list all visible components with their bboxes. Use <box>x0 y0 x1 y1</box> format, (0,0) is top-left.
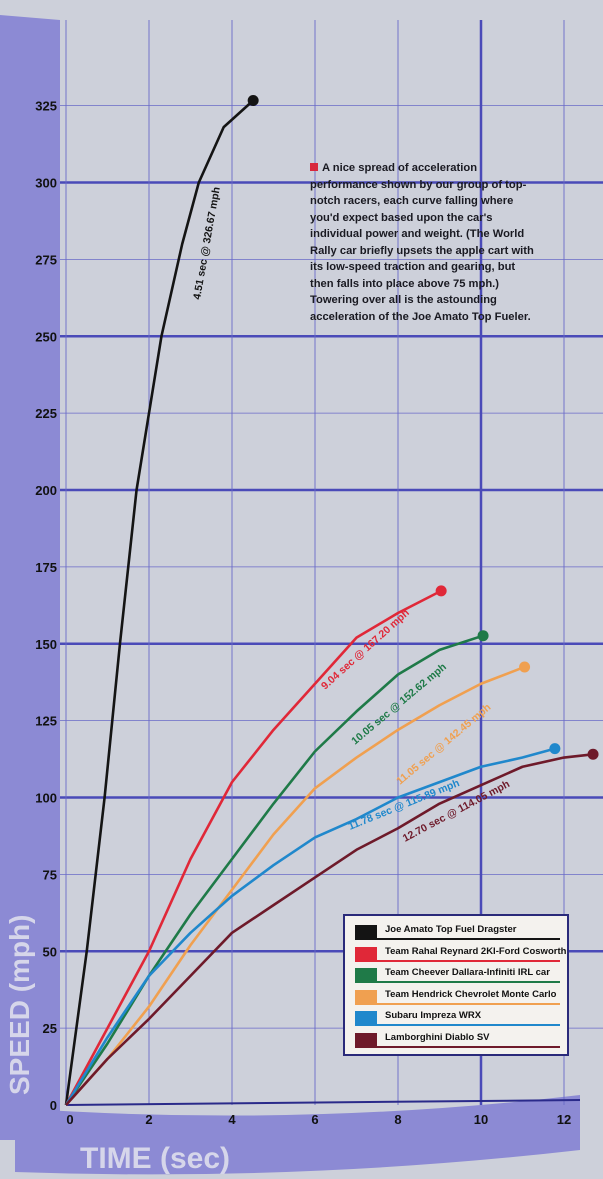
legend-underline <box>355 938 560 940</box>
y-tick-label: 25 <box>43 1021 57 1036</box>
legend-underline <box>355 959 560 962</box>
legend-item-5: Lamborghini Diablo SV <box>355 1030 560 1048</box>
x-tick-label: 10 <box>474 1112 488 1127</box>
legend-label: Subaru Impreza WRX <box>385 1010 482 1021</box>
y-tick-label: 200 <box>35 483 57 498</box>
x-axis-band <box>15 1095 580 1175</box>
x-tick-label: 12 <box>557 1112 571 1127</box>
y-tick-label: 0 <box>50 1098 57 1113</box>
red-square-bullet-icon <box>310 163 318 171</box>
series-line-1 <box>64 589 442 1106</box>
y-tick-label: 175 <box>35 560 57 575</box>
legend-swatch <box>355 1032 377 1047</box>
legend-label: Team Rahal Reynard 2KI-Ford Cosworth <box>385 945 567 957</box>
legend-swatch <box>355 925 377 939</box>
y-tick-label: 75 <box>43 867 57 882</box>
y-tick-label: 50 <box>43 944 57 959</box>
series-endpoint-3 <box>519 661 531 673</box>
legend-swatch <box>355 946 377 961</box>
series-endpoint-5 <box>587 748 599 760</box>
series-line-4 <box>64 747 556 1106</box>
annotation-note: A nice spread of acceleration performanc… <box>310 160 538 325</box>
legend-item-2: Team Cheever Dallara-Infiniti IRL car <box>355 965 560 983</box>
series-endpoint-2 <box>477 630 489 642</box>
annotation-text: A nice spread of acceleration performanc… <box>310 162 534 323</box>
series-endpoint-1 <box>435 585 447 597</box>
legend-label: Lamborghini Diablo SV <box>385 1031 490 1043</box>
legend-underline <box>355 1024 560 1026</box>
legend-label: Joe Amato Top Fuel Dragster <box>385 924 517 935</box>
y-axis-band <box>0 15 60 1140</box>
y-tick-label: 100 <box>35 791 57 806</box>
legend-underline <box>355 1045 560 1048</box>
y-tick-label: 150 <box>35 637 57 652</box>
legend-swatch <box>355 989 377 1004</box>
x-axis-line <box>65 1099 581 1106</box>
y-tick-label: 250 <box>35 329 57 344</box>
series-endpoint-0 <box>247 94 259 106</box>
legend-item-1: Team Rahal Reynard 2KI-Ford Cosworth <box>355 944 566 962</box>
legend-item-0: Joe Amato Top Fuel Dragster <box>355 922 560 940</box>
legend-item-4: Subaru Impreza WRX <box>355 1008 560 1026</box>
series-line-0 <box>64 99 255 1106</box>
x-tick-label: 8 <box>394 1112 401 1127</box>
legend-underline <box>355 1002 560 1005</box>
legend-underline <box>355 981 560 983</box>
y-tick-label: 225 <box>35 406 57 421</box>
legend-item-3: Team Hendrick Chevrolet Monte Carlo <box>355 987 560 1005</box>
x-tick-label: 0 <box>66 1112 73 1127</box>
legend-swatch <box>355 1011 377 1025</box>
series-line-5 <box>65 753 594 1106</box>
y-tick-label: 125 <box>35 714 57 729</box>
series-endpoint-4 <box>549 743 561 755</box>
x-tick-label: 2 <box>145 1112 152 1127</box>
y-tick-label: 325 <box>35 99 57 114</box>
y-axis-title: SPEED (mph) <box>4 915 35 1095</box>
legend-label: Team Cheever Dallara-Infiniti IRL car <box>385 967 550 978</box>
y-tick-label: 275 <box>35 252 57 267</box>
legend-label: Team Hendrick Chevrolet Monte Carlo <box>385 988 557 1000</box>
x-tick-label: 4 <box>228 1112 236 1127</box>
y-tick-label: 300 <box>35 176 57 191</box>
x-tick-label: 6 <box>311 1112 318 1127</box>
series-line-3 <box>65 665 526 1106</box>
x-axis-title: TIME (sec) <box>80 1142 230 1175</box>
legend-swatch <box>355 968 377 982</box>
legend: Joe Amato Top Fuel Dragster Team Rahal Re… <box>343 914 569 1056</box>
